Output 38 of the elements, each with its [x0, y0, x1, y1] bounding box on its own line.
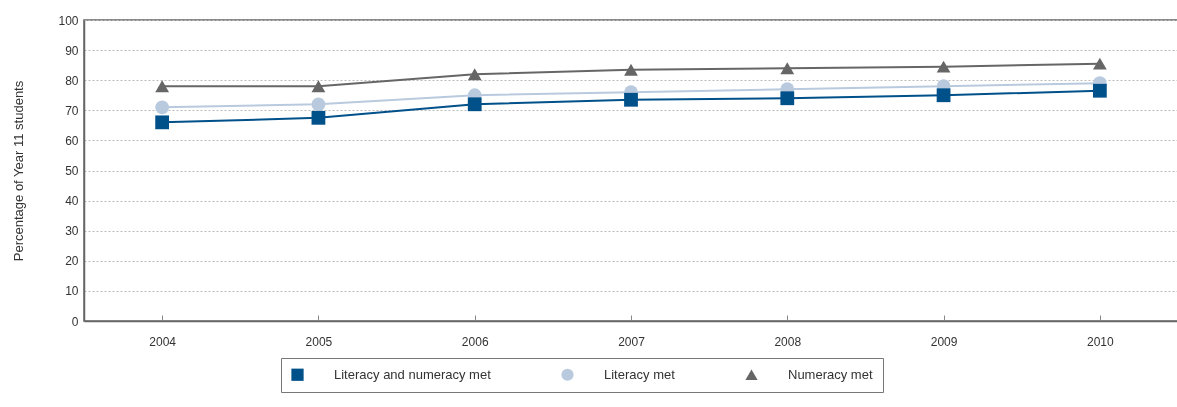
x-tick-label: 2007 [618, 334, 646, 349]
legend-label: Numeracy met [788, 366, 873, 382]
x-tick-label: 2004 [149, 334, 177, 349]
x-tick-label: 2005 [305, 334, 333, 349]
y-tick-label: 0 [71, 314, 79, 329]
point [467, 68, 482, 81]
point [155, 80, 170, 93]
point [624, 92, 638, 107]
y-tick-label: 100 [58, 13, 79, 28]
x-tick-label: 2006 [461, 334, 489, 349]
x-tick-label: 2010 [1087, 334, 1115, 349]
y-tick-label: 90 [65, 43, 79, 58]
point [780, 62, 795, 75]
y-tick-label: 20 [65, 254, 79, 269]
point [780, 91, 795, 106]
legend-label: Literacy and numeracy met [334, 366, 492, 382]
point [1092, 57, 1107, 70]
point [936, 60, 951, 73]
point [1092, 83, 1107, 98]
y-axis-title: Percentage of Year 11 students [11, 80, 27, 262]
y-tick-label: 50 [65, 164, 79, 178]
y-tick-label: 80 [65, 73, 79, 88]
x-tick-label: 2008 [774, 334, 802, 349]
point [311, 110, 326, 125]
point [155, 100, 170, 115]
point [624, 63, 638, 76]
y-tick-label: 30 [65, 224, 79, 239]
legend-label: Literacy met [604, 366, 676, 382]
y-tick-label: 10 [65, 284, 79, 299]
x-tick-label: 2009 [930, 334, 958, 349]
y-tick-label: 40 [65, 194, 79, 209]
y-tick-label: 70 [65, 103, 79, 118]
point [155, 115, 170, 130]
point [467, 97, 482, 112]
point [311, 97, 326, 112]
point [311, 80, 326, 93]
y-tick-label: 60 [65, 133, 79, 148]
point [936, 88, 951, 103]
